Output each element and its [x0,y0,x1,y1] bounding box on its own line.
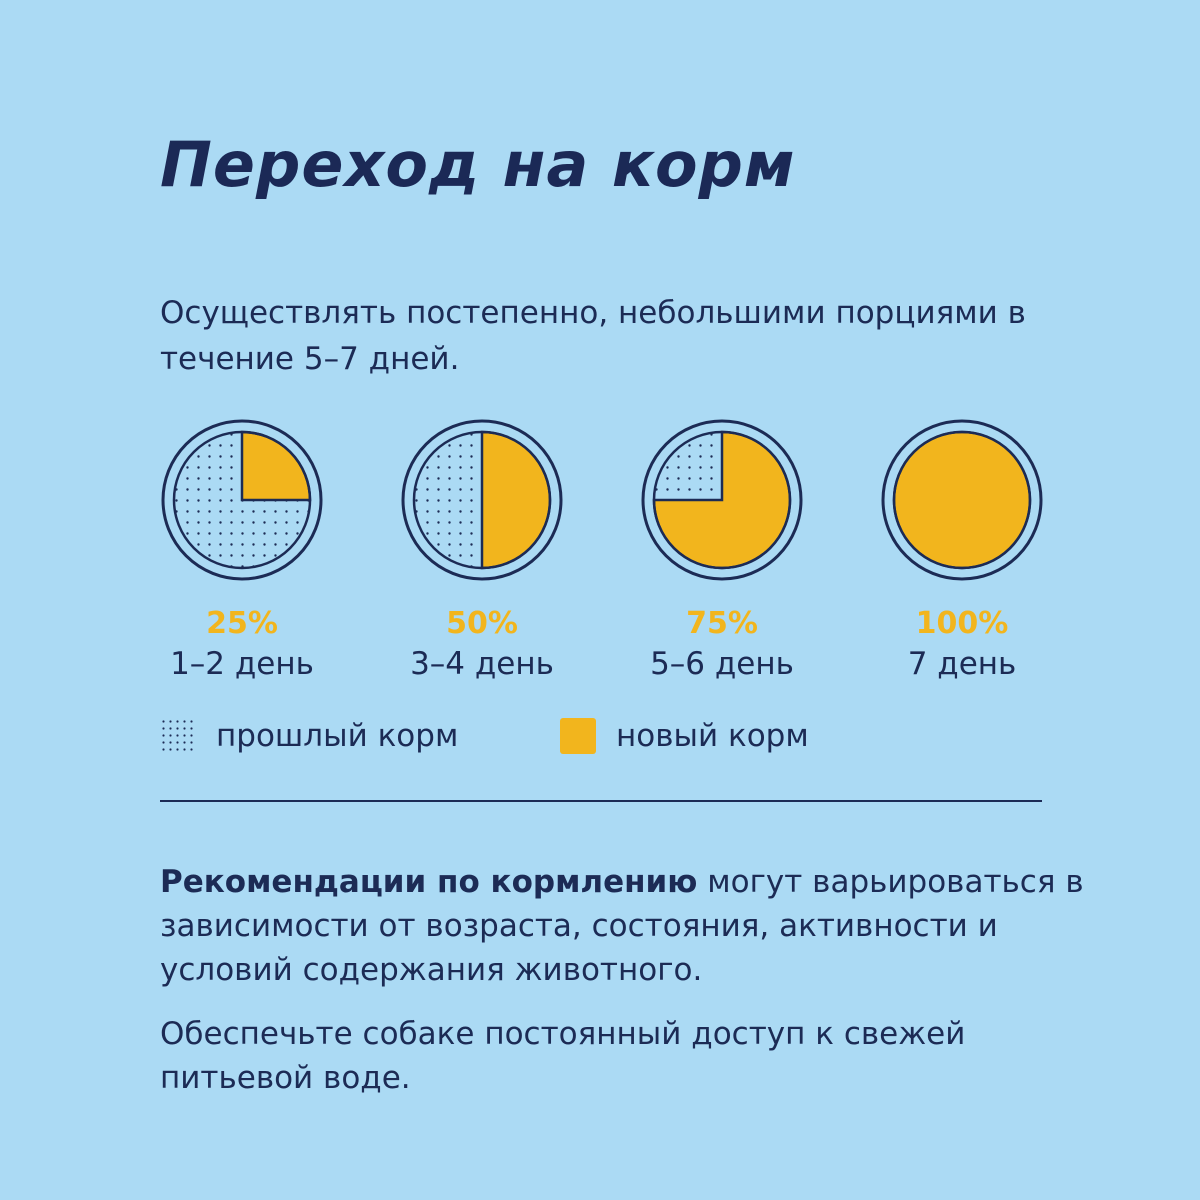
stage-day: 1–2 день [170,646,314,682]
stage-day: 3–4 день [410,646,554,682]
dotted-pattern-icon [160,718,196,754]
pie-chart-stage-3 [641,419,803,581]
legend-new-food: новый корм [560,718,809,754]
feeding-recommendation: Рекомендации по кормлению могут варьиров… [160,860,1090,992]
intro-text: Осуществлять постепенно, небольшими порц… [160,295,1026,377]
stage-percent: 75% [686,606,758,641]
stage-2: 50% 3–4 день [400,418,564,684]
pie-outer-ring [161,419,323,581]
pie-new-food-slice [480,430,552,570]
legend-old-food-label: прошлый корм [216,718,459,754]
stage-3: 75% 5–6 день [640,418,804,684]
yellow-square-icon [560,718,596,754]
divider [160,800,1042,802]
pie-outer-ring [401,419,563,581]
pie-inner-ring [892,430,1032,570]
pie-inner-ring [652,430,792,570]
stage-day: 7 день [907,646,1017,682]
stage-percent: 50% [446,606,518,641]
pie-chart-stage-4 [881,419,1043,581]
legend-old-food: прошлый корм [160,718,458,754]
pie-chart-stage-1 [161,419,323,581]
stage-1: 25% 1–2 день [160,418,324,684]
pie-chart-stage-2 [401,419,563,581]
legend-new-food-label: новый корм [616,718,809,754]
stage-day: 5–6 день [650,646,794,682]
pie-inner-ring [412,430,552,570]
stage-4: 100% 7 день [880,418,1044,684]
legend: прошлый корм новый корм [160,718,1040,764]
stage-percent: 100% [915,606,1009,641]
recommendation-bold: Рекомендации по кормлению [160,864,698,900]
recommendation-rest: могут варьироваться в зависимости от воз… [160,864,1084,988]
transition-charts: 25% 1–2 день 50% 3–4 день 75% 5–6 день 1… [160,418,1043,698]
pie-inner-ring [172,430,312,570]
pie-outer-ring [641,419,803,581]
pie-outer-ring [881,419,1043,581]
water-note: Обеспечьте собаке постоянный доступ к св… [160,1016,966,1096]
page-title: Переход на корм [160,128,796,201]
stage-percent: 25% [206,606,278,641]
